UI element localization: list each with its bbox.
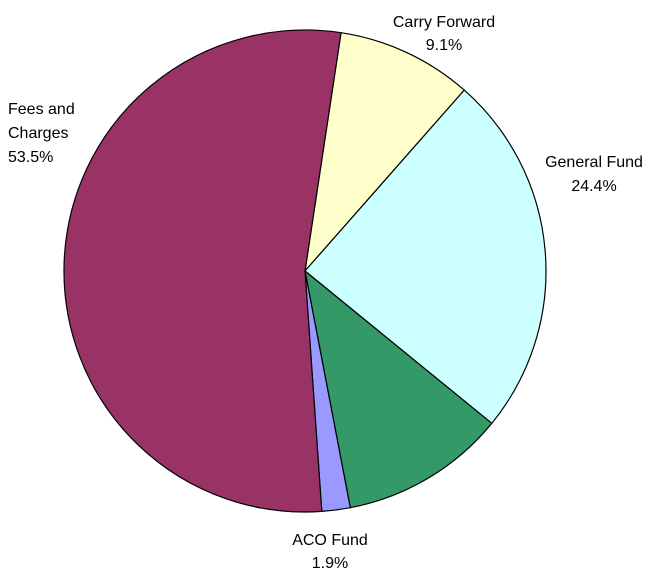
label-fees-line1: Fees and xyxy=(8,101,75,118)
pie-slice-carry-forward xyxy=(304,32,465,272)
pie-slice-fees-and-charges xyxy=(63,29,342,513)
pie-slices xyxy=(63,29,547,513)
label-general-fund: General Fund xyxy=(545,154,643,171)
value-fees-and-charges: 53.5% xyxy=(8,149,53,166)
pie-slice-slice-2 xyxy=(304,270,493,509)
value-general-fund: 24.4% xyxy=(571,178,616,195)
label-carry-forward: Carry Forward xyxy=(393,14,495,31)
value-carry-forward: 9.1% xyxy=(426,37,462,54)
pie-slice-general-fund xyxy=(304,89,547,424)
label-aco-fund: ACO Fund xyxy=(292,532,368,549)
value-aco-fund: 1.9% xyxy=(312,555,348,572)
label-fees-line2: Charges xyxy=(8,125,68,142)
